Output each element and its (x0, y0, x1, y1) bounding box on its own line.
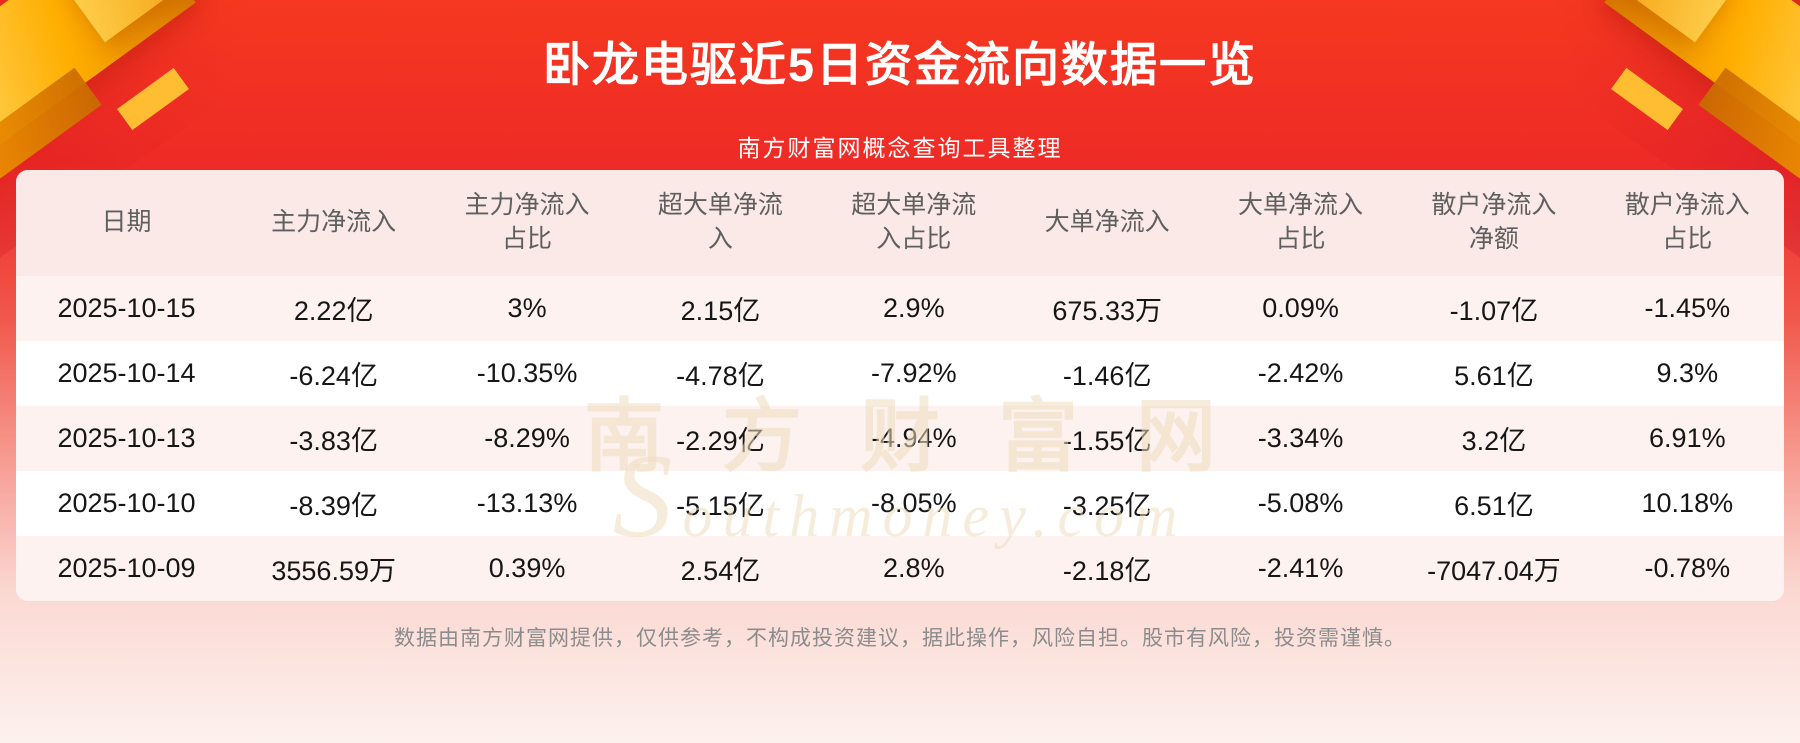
value-cell: 6.91% (1649, 423, 1726, 453)
page-subtitle: 南方财富网概念查询工具整理 (737, 135, 1063, 161)
value-cell: -8.39亿 (289, 491, 378, 521)
value-cell: -10.35% (476, 358, 578, 388)
value-cell: -13.13% (476, 488, 578, 518)
column-header: 散户净流入 净额 (1431, 191, 1557, 253)
value-cell: 2.22亿 (293, 296, 374, 326)
value-cell: -2.29亿 (676, 426, 765, 456)
disclaimer-text: 数据由南方财富网提供，仅供参考，不构成投资建议，据此操作，风险自担。股市有风险，… (394, 627, 1406, 650)
value-cell: -7047.04万 (1427, 556, 1561, 586)
value-cell: 2.15亿 (680, 296, 761, 326)
value-cell: 0.09% (1262, 293, 1339, 323)
header-row: 日期 主力净流入 主力净流入 占比 超大单净流 入 超大单净流 入占比 大单净流入 大单净流… (16, 170, 1784, 276)
header: 卧龙电驱近5日资金流向数据一览 南方财富网概念查询工具整理 (0, 0, 1800, 163)
value-cell: -4.94% (871, 423, 957, 453)
value-cell: 2.8% (883, 553, 945, 583)
value-cell: 6.51亿 (1454, 491, 1534, 521)
value-cell: -6.24亿 (289, 361, 378, 391)
value-cell: 2.9% (883, 293, 945, 323)
value-cell: 10.18% (1641, 488, 1734, 518)
value-cell: 3% (507, 293, 547, 323)
value-cell: -1.45% (1644, 293, 1731, 323)
value-cell: -0.78% (1644, 553, 1731, 583)
value-cell: 3556.59万 (271, 556, 396, 586)
column-header: 主力净流入 (271, 208, 397, 237)
table-row: 2025-10-14 -6.24亿 -10.35% -4.78亿 -7.92% -1.46… (16, 341, 1784, 406)
column-header: 大单净流入 占比 (1238, 191, 1364, 253)
value-cell: -8.29% (484, 423, 570, 453)
table-row: 2025-10-15 2.22亿 3% 2.15亿 2.9% 675.33万 0.09% -1… (16, 276, 1784, 341)
value-cell: -3.34% (1257, 423, 1344, 453)
value-cell: -7.92% (871, 358, 957, 388)
value-cell: 9.3% (1656, 358, 1719, 388)
value-cell: -5.15亿 (676, 491, 765, 521)
value-cell: 2.54亿 (680, 556, 761, 586)
date-cell: 2025-10-14 (57, 358, 196, 388)
column-header: 主力净流入 占比 (464, 191, 590, 253)
value-cell: -1.46亿 (1062, 361, 1152, 391)
value-cell: 0.39% (488, 553, 566, 583)
column-header: 超大单净流 入占比 (851, 191, 977, 253)
value-cell: 5.61亿 (1454, 361, 1534, 391)
date-cell: 2025-10-09 (57, 553, 196, 583)
value-cell: 3.2亿 (1461, 426, 1527, 456)
value-cell: -5.08% (1257, 488, 1344, 518)
date-cell: 2025-10-13 (57, 423, 196, 453)
column-header: 日期 (101, 208, 152, 237)
date-cell: 2025-10-10 (57, 488, 196, 518)
value-cell: -2.18亿 (1062, 556, 1152, 586)
table-body: 2025-10-15 2.22亿 3% 2.15亿 2.9% 675.33万 0.09% -1… (16, 276, 1784, 601)
table-row: 2025-10-13 -3.83亿 -8.29% -2.29亿 -4.94% -1.55亿… (16, 406, 1784, 471)
value-cell: -8.05% (871, 488, 957, 518)
value-cell: -2.41% (1257, 553, 1344, 583)
table-row: 2025-10-10 -8.39亿 -13.13% -5.15亿 -8.05% -3.25… (16, 471, 1784, 536)
value-cell: -2.42% (1257, 358, 1344, 388)
column-header: 超大单净流 入 (657, 191, 783, 253)
table-row: 2025-10-09 3556.59万 0.39% 2.54亿 2.8% -2.18亿 -2… (16, 536, 1784, 601)
column-header: 大单净流入 (1044, 208, 1170, 237)
fund-flow-table: 日期 主力净流入 主力净流入 占比 超大单净流 入 超大单净流 入占比 大单净流入 大单净流… (16, 170, 1784, 601)
table-head: 日期 主力净流入 主力净流入 占比 超大单净流 入 超大单净流 入占比 大单净流入 大单净流… (16, 170, 1784, 276)
value-cell: 675.33万 (1052, 296, 1162, 326)
value-cell: -1.07亿 (1449, 296, 1539, 326)
page-title: 卧龙电驱近5日资金流向数据一览 (542, 38, 1258, 91)
date-cell: 2025-10-15 (57, 293, 196, 323)
value-cell: -4.78亿 (676, 361, 765, 391)
value-cell: -3.83亿 (289, 426, 378, 456)
value-cell: -3.25亿 (1062, 491, 1152, 521)
fund-flow-table-card: 日期 主力净流入 主力净流入 占比 超大单净流 入 超大单净流 入占比 大单净流入 大单净流… (16, 170, 1784, 601)
column-header: 散户净流入 占比 (1624, 191, 1750, 253)
value-cell: -1.55亿 (1062, 426, 1152, 456)
